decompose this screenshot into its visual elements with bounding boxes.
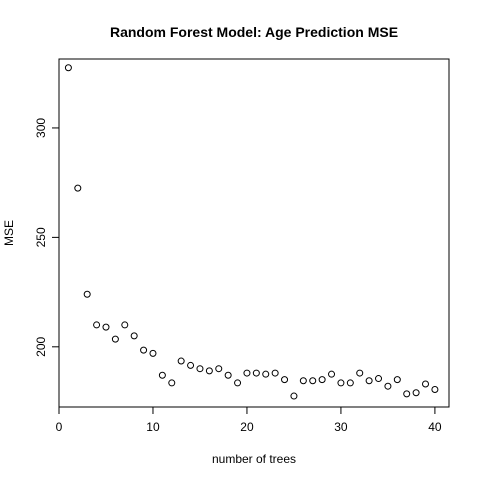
data-point [74, 184, 82, 192]
data-point [318, 376, 326, 384]
data-point [243, 369, 251, 377]
x-tick-label: 0 [56, 420, 63, 434]
data-point [384, 382, 392, 390]
x-tick-label: 30 [334, 420, 348, 434]
x-tick-label: 10 [146, 420, 160, 434]
data-point [337, 379, 345, 387]
data-point [281, 376, 289, 384]
y-axis: 200 250 300 [34, 118, 60, 357]
data-point [234, 379, 242, 387]
data-point [224, 371, 232, 379]
data-point [393, 376, 401, 384]
data-point [196, 365, 204, 373]
data-point [422, 380, 430, 388]
data-point [83, 290, 91, 298]
data-point [356, 369, 364, 377]
data-point [431, 385, 439, 393]
data-point [140, 346, 148, 354]
data-point [365, 377, 373, 385]
data-point [158, 371, 166, 379]
data-point [121, 321, 129, 329]
data-point [111, 335, 119, 343]
data-point [290, 392, 298, 400]
y-tick-label: 300 [34, 118, 48, 138]
data-point [130, 332, 138, 340]
data-point [205, 367, 213, 375]
data-point [177, 357, 185, 365]
data-point [252, 369, 260, 377]
y-axis-label: MSE [2, 220, 16, 246]
data-point [262, 370, 270, 378]
data-point [403, 390, 411, 398]
data-point [299, 377, 307, 385]
data-point [168, 379, 176, 387]
data-point [93, 321, 101, 329]
data-point [346, 379, 354, 387]
x-axis: 0 10 20 30 40 [56, 406, 442, 434]
data-point [309, 377, 317, 385]
data-point [375, 375, 383, 383]
data-point [149, 349, 157, 357]
chart-title: Random Forest Model: Age Prediction MSE [110, 24, 398, 40]
data-point [187, 361, 195, 369]
data-point [102, 323, 110, 331]
data-point [328, 370, 336, 378]
y-tick-label: 250 [34, 227, 48, 247]
x-axis-label: number of trees [212, 452, 296, 466]
data-point [412, 389, 420, 397]
x-tick-label: 40 [428, 420, 442, 434]
y-tick-label: 200 [34, 336, 48, 356]
plot-frame [58, 58, 450, 408]
data-points [64, 64, 439, 400]
data-point [64, 64, 72, 72]
x-tick-label: 20 [240, 420, 254, 434]
data-point [271, 369, 279, 377]
data-point [215, 365, 223, 373]
